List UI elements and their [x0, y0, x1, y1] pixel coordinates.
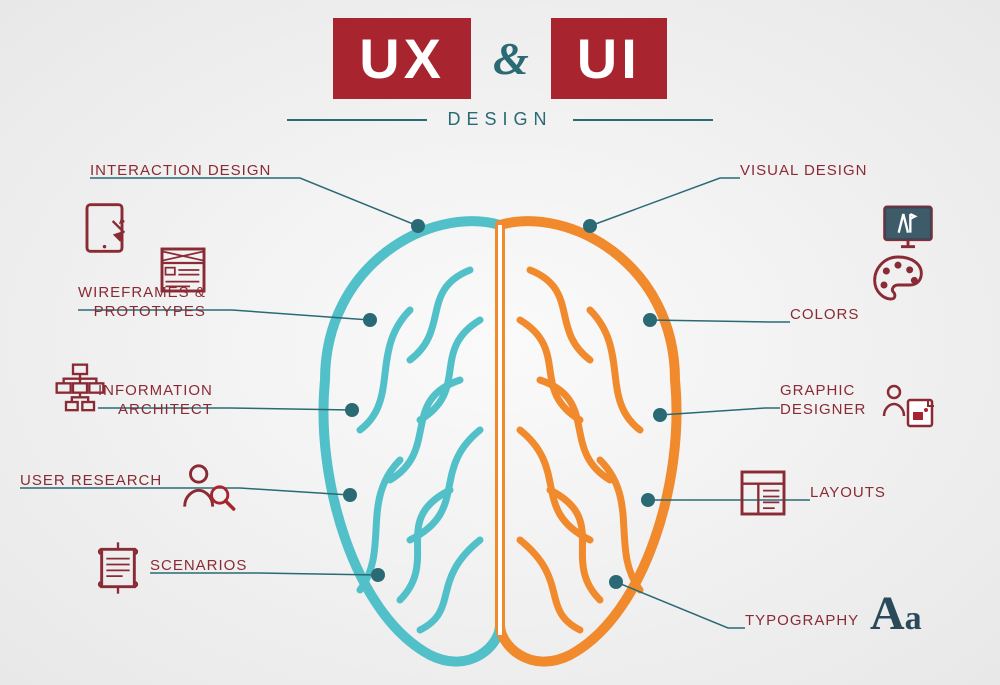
ui-label-2: GRAPHICDESIGNER — [780, 382, 866, 420]
ui-label-1: COLORS — [790, 306, 859, 325]
ux-label-2: INFORMATIONARCHITECT — [98, 382, 213, 420]
ux-label-4: SCENARIOS — [150, 557, 247, 576]
palette-icon — [870, 250, 926, 306]
designer-file-icon — [880, 378, 936, 434]
ui-label-4: TYPOGRAPHY — [745, 612, 859, 631]
wireframe-icon — [155, 242, 211, 298]
scroll-icon — [90, 540, 146, 596]
layout-grid-icon — [735, 465, 791, 521]
ui-label-3: LAYOUTS — [810, 484, 886, 503]
sitemap-icon — [52, 360, 108, 416]
ui-label-0: VISUAL DESIGN — [740, 162, 867, 181]
monitor-tools-icon — [880, 200, 936, 256]
typography-icon: Aa — [870, 586, 922, 641]
tablet-touch-icon — [80, 200, 136, 256]
user-magnify-icon — [180, 460, 236, 516]
ux-label-3: USER RESEARCH — [20, 472, 162, 491]
diagram-stage — [0, 0, 1000, 685]
ux-label-0: INTERACTION DESIGN — [90, 162, 271, 181]
